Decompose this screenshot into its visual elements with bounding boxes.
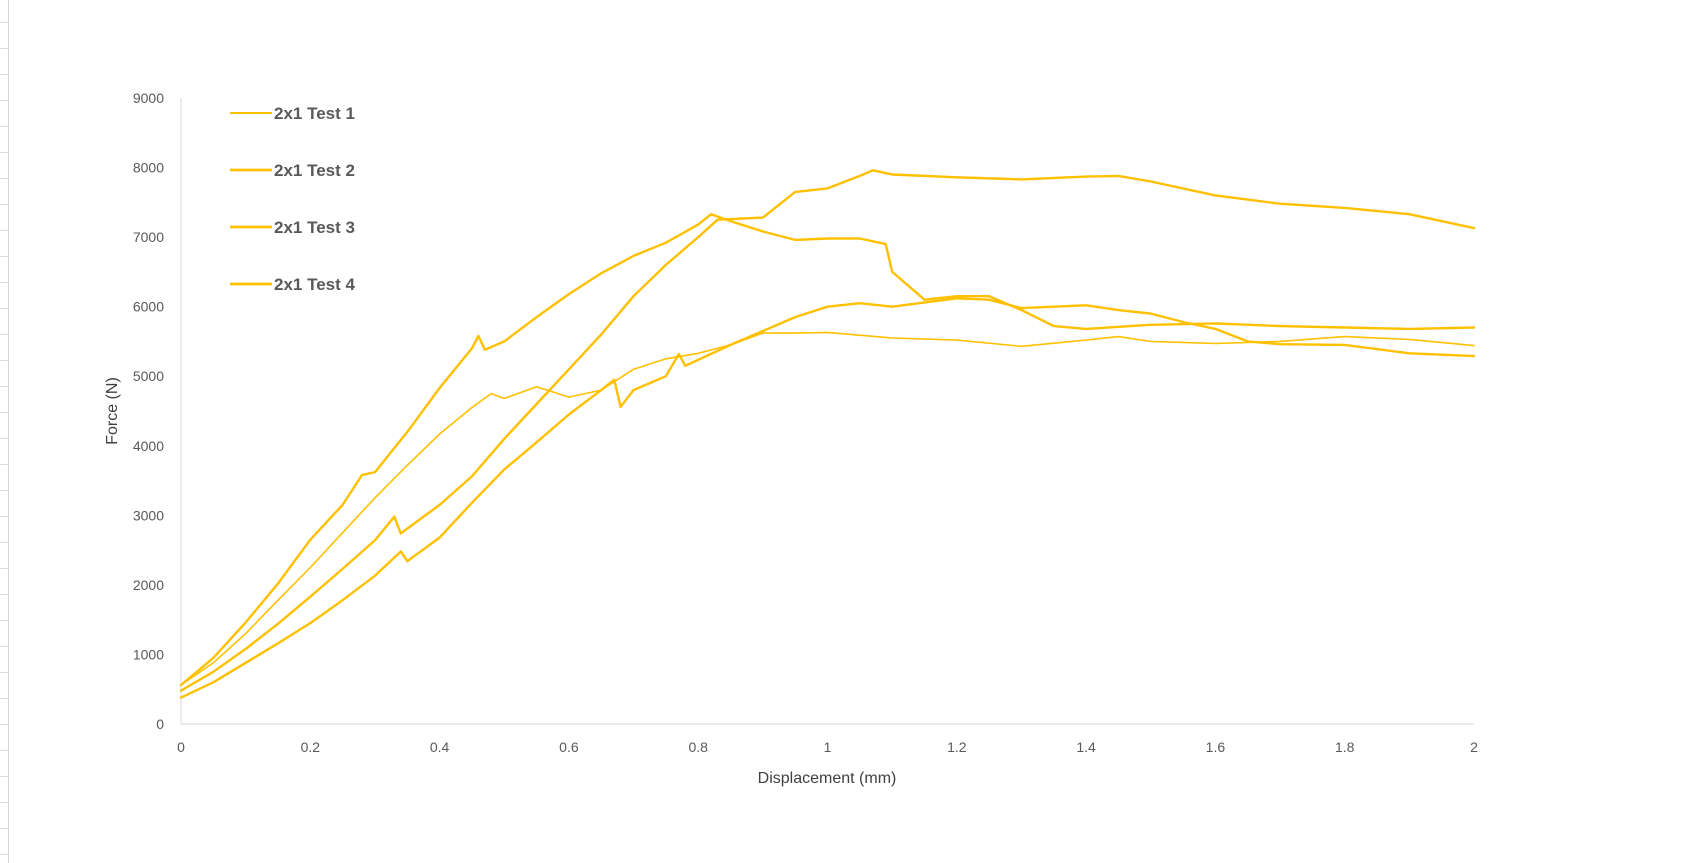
- row-divider: [0, 438, 8, 439]
- legend-label-test-3: 2x1 Test 3: [274, 218, 355, 237]
- row-divider: [0, 74, 8, 75]
- row-divider: [0, 568, 8, 569]
- row-divider: [0, 22, 8, 23]
- row-divider: [0, 152, 8, 153]
- spreadsheet-row-strip: [0, 0, 9, 863]
- row-divider: [0, 854, 8, 855]
- axes: [180, 98, 1474, 725]
- row-divider: [0, 230, 8, 231]
- y-tick-label: 7000: [133, 229, 164, 245]
- row-divider: [0, 516, 8, 517]
- x-tick-label: 0.2: [301, 739, 321, 755]
- row-divider: [0, 724, 8, 725]
- row-divider: [0, 386, 8, 387]
- x-axis-title: Displacement (mm): [758, 770, 897, 787]
- y-tick-label: 5000: [133, 368, 164, 384]
- x-tick-label: 0.6: [559, 739, 579, 755]
- row-divider: [0, 256, 8, 257]
- row-divider: [0, 412, 8, 413]
- x-tick-label: 1.4: [1076, 739, 1096, 755]
- row-divider: [0, 698, 8, 699]
- row-divider: [0, 360, 8, 361]
- series-line-test-2: [179, 169, 1476, 692]
- row-divider: [0, 490, 8, 491]
- x-tick-label: 1: [824, 739, 832, 755]
- row-divider: [0, 672, 8, 673]
- legend-label-test-2: 2x1 Test 2: [274, 161, 355, 180]
- x-tick-labels: 0 0.2 0.4 0.6 0.8 1 1.2 1.4 1.6 1.8 2: [177, 739, 1478, 755]
- row-divider: [0, 334, 8, 335]
- row-divider: [0, 178, 8, 179]
- y-tick-label: 1000: [133, 646, 164, 662]
- y-tick-label: 4000: [133, 438, 164, 454]
- row-divider: [0, 464, 8, 465]
- y-tick-label: 0: [156, 716, 164, 732]
- series-line-test-4: [179, 297, 1476, 699]
- row-divider: [0, 282, 8, 283]
- y-tick-label: 9000: [133, 90, 164, 106]
- row-divider: [0, 308, 8, 309]
- row-divider: [0, 204, 8, 205]
- row-divider: [0, 776, 8, 777]
- row-divider: [0, 100, 8, 101]
- row-divider: [0, 646, 8, 647]
- row-divider: [0, 542, 8, 543]
- legend-label-test-4: 2x1 Test 4: [274, 275, 356, 294]
- row-divider: [0, 802, 8, 803]
- x-tick-label: 1.8: [1335, 739, 1355, 755]
- x-tick-label: 2: [1470, 739, 1478, 755]
- y-tick-labels: 0 1000 2000 3000 4000 5000 6000 7000 8000 9000: [133, 90, 164, 732]
- row-divider: [0, 620, 8, 621]
- y-tick-label: 2000: [133, 577, 164, 593]
- x-tick-label: 0: [177, 739, 185, 755]
- y-tick-label: 6000: [133, 299, 164, 315]
- series-lines: [179, 169, 1476, 699]
- series-line-test-3: [179, 213, 1476, 687]
- x-tick-label: 1.2: [947, 739, 967, 755]
- legend-label-test-1: 2x1 Test 1: [274, 104, 355, 123]
- x-tick-label: 0.8: [688, 739, 708, 755]
- y-axis-title: Force (N): [104, 377, 121, 445]
- row-divider: [0, 594, 8, 595]
- legend: 2x1 Test 1 2x1 Test 2 2x1 Test 3 2x1 Test 4: [230, 104, 356, 294]
- x-tick-label: 0.4: [430, 739, 450, 755]
- y-tick-label: 8000: [133, 160, 164, 176]
- row-divider: [0, 750, 8, 751]
- x-tick-label: 1.6: [1206, 739, 1226, 755]
- y-tick-label: 3000: [133, 507, 164, 523]
- row-divider: [0, 126, 8, 127]
- row-divider: [0, 48, 8, 49]
- series-line-test-1: [180, 331, 1475, 686]
- row-divider: [0, 828, 8, 829]
